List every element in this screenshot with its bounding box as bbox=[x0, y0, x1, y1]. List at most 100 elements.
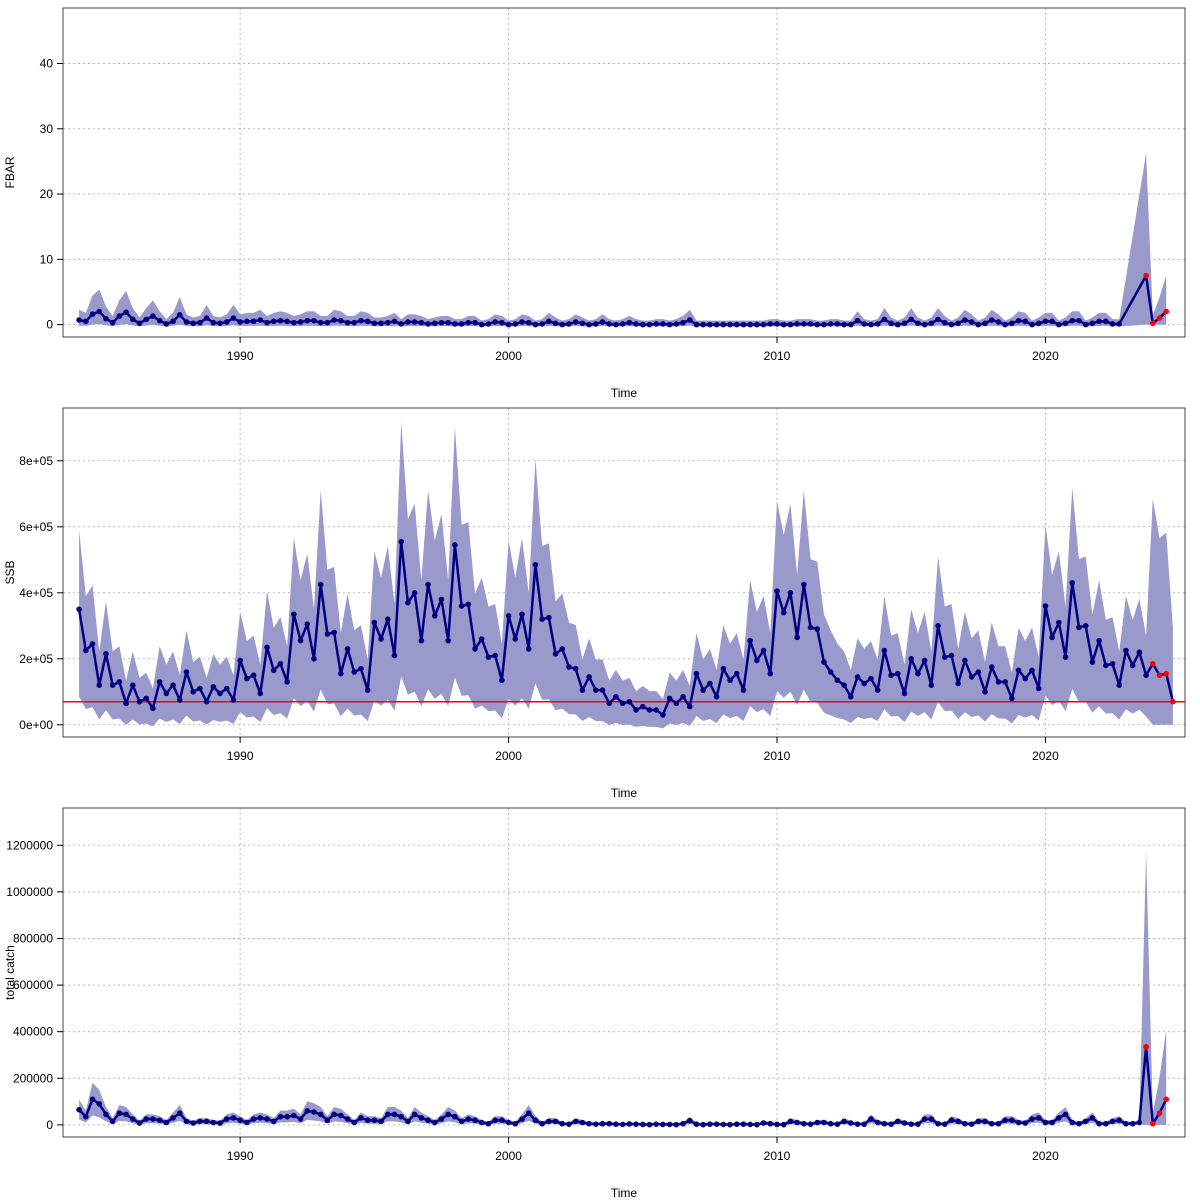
fbar-data-point bbox=[666, 321, 673, 328]
catch-data-point bbox=[740, 1121, 747, 1127]
fbar-data-point bbox=[566, 321, 572, 327]
catch-data-point bbox=[814, 1119, 821, 1126]
fbar-data-point bbox=[458, 321, 465, 327]
catch-data-point bbox=[1035, 1115, 1042, 1121]
fbar-data-point bbox=[485, 321, 492, 327]
catch-data-point bbox=[250, 1116, 257, 1122]
ssb-data-point bbox=[1096, 637, 1102, 644]
catch-data-point bbox=[700, 1121, 706, 1128]
catch-data-point bbox=[217, 1120, 223, 1126]
catch-data-point bbox=[801, 1120, 807, 1127]
ssb-data-point bbox=[868, 675, 874, 682]
catch-data-point bbox=[311, 1109, 317, 1115]
fbar-data-point bbox=[311, 317, 317, 324]
fbar-data-point bbox=[807, 321, 814, 327]
ssb-data-point bbox=[411, 589, 418, 596]
catch-data-point bbox=[324, 1117, 331, 1124]
catch-data-point bbox=[848, 1120, 854, 1126]
catch-data-point bbox=[136, 1120, 143, 1126]
fbar-data-point bbox=[76, 317, 82, 323]
fbar-data-point bbox=[552, 320, 559, 327]
fbar-data-point bbox=[948, 321, 955, 328]
catch-data-point bbox=[116, 1110, 123, 1117]
fbar-data-point bbox=[378, 320, 384, 327]
fbar-data-point bbox=[304, 317, 311, 324]
fbar-data-point bbox=[1042, 318, 1049, 325]
catch-data-point bbox=[1109, 1118, 1116, 1125]
ssb-data-point bbox=[217, 690, 223, 697]
ssb-data-point bbox=[559, 646, 566, 652]
catch-data-point bbox=[646, 1121, 653, 1128]
ssb-data-point bbox=[727, 677, 733, 684]
fbar-data-point bbox=[492, 319, 498, 325]
ssb-data-point bbox=[291, 611, 297, 618]
catch-data-point bbox=[478, 1119, 485, 1126]
fbar-data-point bbox=[572, 319, 579, 325]
ssb-data-point bbox=[787, 589, 794, 596]
ssb-data-point bbox=[988, 664, 995, 670]
ssb-data-point bbox=[834, 677, 841, 684]
fbar-data-point bbox=[700, 321, 706, 328]
ssb-data-point bbox=[512, 636, 519, 642]
fbar-data-point bbox=[827, 321, 834, 327]
fbar-data-point bbox=[619, 321, 626, 327]
fbar-data-point bbox=[874, 321, 881, 327]
catch-data-point bbox=[1136, 1119, 1143, 1126]
catch-data-point bbox=[143, 1116, 150, 1122]
catch-data-point bbox=[425, 1117, 431, 1124]
catch-y-tick-label: 200000 bbox=[13, 1071, 53, 1085]
catch-data-point bbox=[680, 1120, 686, 1127]
ssb-data-point bbox=[210, 684, 217, 690]
catch-data-point bbox=[841, 1118, 847, 1125]
fbar-data-point bbox=[83, 318, 89, 325]
ssb-data-point bbox=[136, 698, 143, 705]
fbar-data-point bbox=[941, 319, 948, 326]
ssb-plot-frame bbox=[62, 407, 1186, 738]
catch-data-point bbox=[1089, 1115, 1096, 1121]
ssb-data-point bbox=[277, 660, 284, 667]
catch-x-tick-label: 2010 bbox=[764, 1149, 791, 1163]
catch-data-point bbox=[666, 1121, 673, 1128]
catch-data-point bbox=[123, 1111, 129, 1118]
catch-data-point bbox=[1123, 1120, 1129, 1127]
ssb-data-point bbox=[821, 659, 827, 665]
catch-data-point bbox=[1022, 1120, 1029, 1126]
ssb-data-point bbox=[995, 679, 1002, 685]
catch-data-point bbox=[854, 1121, 861, 1127]
fbar-data-point bbox=[988, 317, 995, 323]
ssb-data-point bbox=[183, 669, 190, 675]
fbar-data-point bbox=[230, 315, 237, 321]
ssb-data-point bbox=[311, 655, 317, 662]
catch-data-point bbox=[398, 1113, 405, 1120]
ssb-data-point bbox=[445, 637, 451, 644]
ssb-data-point bbox=[1035, 685, 1042, 692]
fbar-grid bbox=[63, 8, 1185, 337]
catch-data-point bbox=[378, 1118, 384, 1125]
ssb-data-point bbox=[700, 687, 706, 693]
fbar-data-point bbox=[89, 311, 96, 317]
fbar-data-point bbox=[727, 321, 733, 328]
fbar-data-point bbox=[411, 319, 418, 325]
catch-data-point bbox=[968, 1121, 975, 1127]
ssb-data-point bbox=[1062, 654, 1069, 660]
catch-data-point bbox=[190, 1120, 196, 1126]
ssb-data-point bbox=[485, 654, 492, 660]
fbar-data-point bbox=[103, 315, 109, 322]
fbar-data-point bbox=[512, 321, 519, 327]
fbar-data-point bbox=[277, 317, 284, 324]
fbar-data-point bbox=[901, 320, 908, 327]
fbar-x-tick-label: 2010 bbox=[764, 349, 791, 363]
ssb-data-point bbox=[968, 674, 975, 680]
ssb-data-point bbox=[465, 601, 472, 608]
ssb-data-point bbox=[733, 670, 740, 677]
catch-data-point bbox=[653, 1121, 660, 1127]
ssb-median-line bbox=[77, 540, 1175, 717]
catch-plot-frame bbox=[62, 807, 1186, 1138]
fbar-plot-frame bbox=[62, 7, 1186, 338]
ssb-data-point bbox=[358, 665, 364, 672]
ssb-data-point bbox=[83, 647, 89, 654]
ssb-data-point bbox=[425, 581, 431, 588]
fbar-y-tick-label: 40 bbox=[40, 56, 54, 70]
catch-data-point bbox=[673, 1121, 680, 1128]
fbar-data-point bbox=[713, 321, 720, 328]
